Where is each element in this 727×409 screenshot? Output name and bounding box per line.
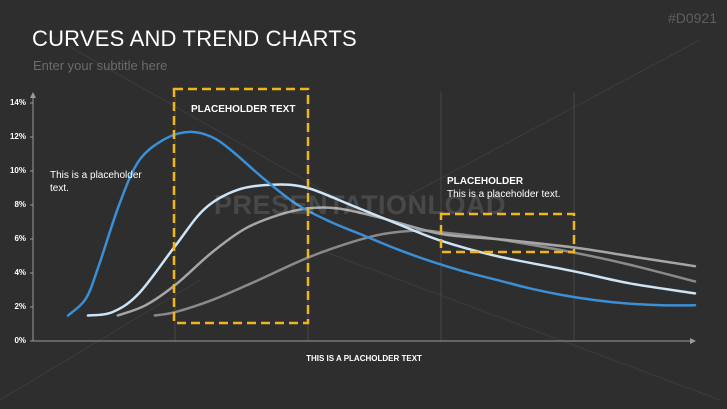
deco-line	[399, 39, 701, 201]
dashed-box	[172, 87, 310, 325]
title: CURVES AND TREND CHARTS	[32, 26, 357, 51]
x-axis-label: THIS IS A PLACHOLDER TEXT	[306, 354, 422, 363]
curve	[66, 130, 697, 317]
y-tick-label: 10%	[10, 166, 26, 175]
dashed-box	[439, 212, 576, 254]
curve	[116, 206, 697, 317]
y-tick-label: 12%	[10, 132, 26, 141]
y-tick-label: 0%	[14, 336, 26, 345]
watermark: PRESENTATIONLOAD	[214, 190, 507, 220]
background-lines	[0, 29, 721, 401]
annotation: PLACEHOLDER TEXT	[191, 104, 296, 115]
deco-line	[0, 279, 201, 401]
y-tick-label: 14%	[10, 98, 26, 107]
subtitle: Enter your subtitle here	[33, 58, 168, 73]
annotation: #D0921	[667, 10, 717, 26]
annotation: This is a placeholder text.	[447, 189, 561, 200]
x-axis-arrow	[690, 338, 696, 344]
deco-line	[39, 29, 341, 201]
y-tick-label: 2%	[14, 302, 26, 311]
deco-line	[319, 249, 721, 401]
curve	[86, 183, 697, 317]
annotation: PLACEHOLDER	[447, 176, 524, 187]
plot	[66, 130, 697, 317]
annotation: This is a placeholder text.	[50, 170, 142, 194]
y-tick-label: 4%	[14, 268, 26, 277]
y-axis-arrow	[30, 92, 36, 98]
y-tick-label: 8%	[14, 200, 26, 209]
y-tick-label: 6%	[14, 234, 26, 243]
